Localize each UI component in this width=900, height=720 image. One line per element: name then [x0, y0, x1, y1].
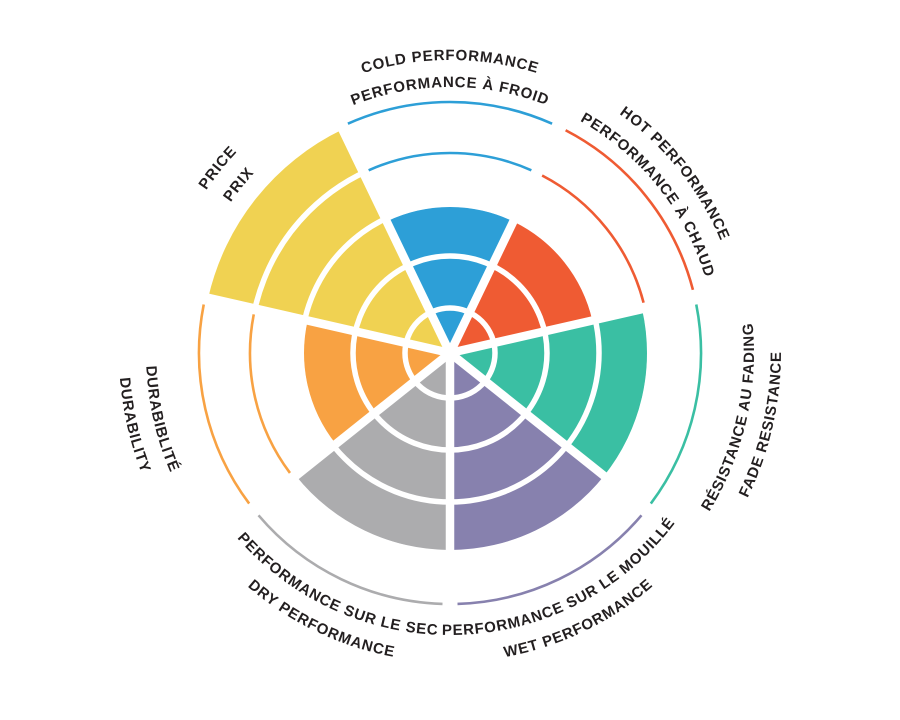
sector-divider — [446, 117, 567, 355]
durability-outer-arc-ring-4 — [248, 314, 292, 474]
cold-performance-outer-arc-ring-4 — [368, 151, 532, 172]
wet-performance-outer-arc-ring-5 — [457, 514, 643, 606]
outer-ring-arcs — [197, 100, 703, 606]
cold-performance-wedge — [386, 207, 514, 353]
dry-performance-wedge — [295, 353, 450, 550]
durability-wedge — [303, 320, 450, 445]
hot-performance-label-en: HOT PERFORMANCE — [617, 103, 733, 243]
sector-divider — [449, 291, 704, 358]
sector-wedges — [208, 129, 648, 550]
hot-performance-outer-arc-ring-5 — [565, 129, 695, 291]
sector-divider — [447, 349, 656, 518]
cold-performance-label-fr: PERFORMANCE À FROID — [348, 74, 551, 109]
hot-performance-outer-arc-ring-4 — [541, 174, 645, 304]
dry-performance-outer-arc-ring-5 — [257, 514, 443, 606]
sector-divider — [196, 291, 451, 358]
durability-outer-arc-ring-5 — [197, 304, 251, 505]
sector-dividers — [196, 117, 704, 612]
wet-performance-wedge — [450, 353, 605, 550]
fade-resistance-outer-arc-ring-5 — [649, 304, 703, 505]
cold-performance-outer-arc-ring-5 — [347, 100, 553, 125]
cold-performance-label-en: COLD PERFORMANCE — [359, 47, 541, 77]
sector-divider — [333, 117, 454, 355]
sector-divider — [244, 349, 453, 518]
price-wedge — [208, 129, 450, 353]
